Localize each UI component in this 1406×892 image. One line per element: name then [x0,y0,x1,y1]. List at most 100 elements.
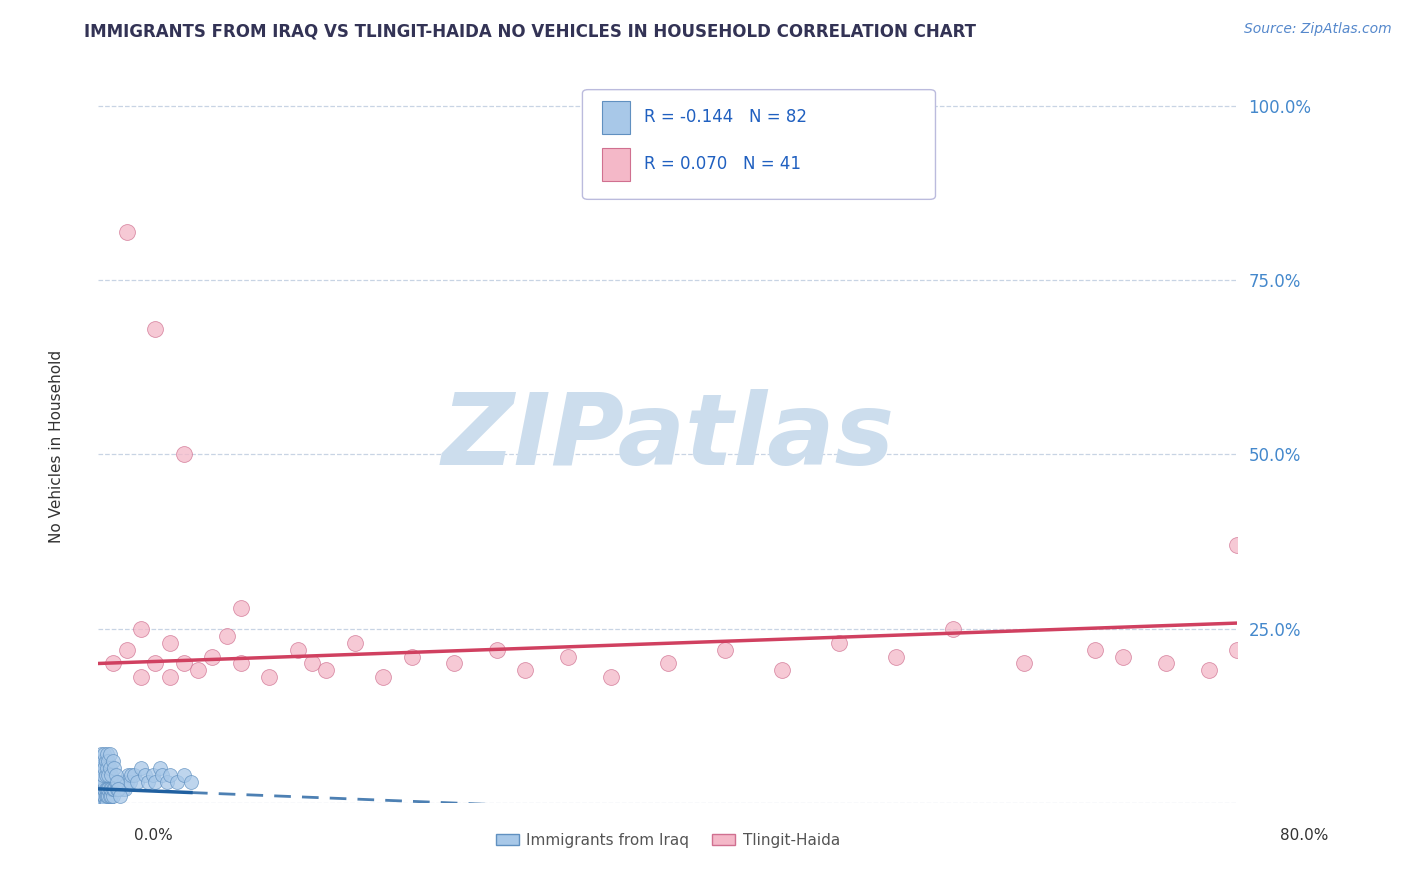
Point [90,781,112,796]
Text: 0.0%: 0.0% [134,828,173,843]
Point [105,781,128,796]
Point [1226,642,1249,657]
Point [110,775,132,789]
Text: No Vehicles in Household: No Vehicles in Household [49,350,63,542]
Point [89,789,111,803]
Point [90,789,112,803]
Point [100,768,122,782]
Point [96,796,118,810]
Point [136,775,159,789]
Point [105,775,128,789]
Point [90,775,112,789]
Point [315,664,337,678]
Point [115,225,138,239]
Legend: Immigrants from Iraq, Tlingit-Haida: Immigrants from Iraq, Tlingit-Haida [489,827,846,854]
Text: ZIPatlas: ZIPatlas [441,389,894,485]
Text: R = 0.070   N = 41: R = 0.070 N = 41 [644,155,801,173]
FancyBboxPatch shape [602,101,630,134]
Point [100,781,122,796]
Point [103,781,125,796]
Point [93,796,115,810]
Point [98,781,121,796]
Point [93,789,115,803]
Point [287,642,309,657]
Point [149,761,172,775]
Point [108,781,131,796]
Text: Source: ZipAtlas.com: Source: ZipAtlas.com [1244,22,1392,37]
Point [94,796,117,810]
Point [125,775,148,789]
Point [166,775,188,789]
Point [89,796,111,810]
Point [114,781,136,796]
Point [259,670,281,684]
Point [90,761,112,775]
Point [108,789,131,803]
Point [93,761,115,775]
Point [215,629,238,643]
Point [187,664,209,678]
FancyBboxPatch shape [582,90,935,200]
Point [91,775,114,789]
Point [343,635,366,649]
Point [118,775,141,789]
Point [201,649,224,664]
Point [486,642,509,657]
Point [1226,538,1249,552]
Point [89,754,111,768]
Point [104,768,127,782]
Point [90,747,112,761]
Point [90,796,112,810]
Point [97,789,120,803]
Point [96,747,118,761]
Point [112,775,135,789]
Point [98,789,121,803]
Point [97,754,120,768]
Point [111,781,134,796]
Point [173,448,195,462]
Point [97,781,120,796]
Point [100,789,122,803]
Point [229,657,252,671]
Point [104,775,127,789]
Point [1084,642,1107,657]
Text: 80.0%: 80.0% [1281,828,1329,843]
Point [141,768,163,782]
Point [101,657,124,671]
Point [94,789,117,803]
Point [942,622,965,636]
Point [91,789,114,803]
Point [103,761,125,775]
Point [129,622,152,636]
Point [657,657,679,671]
Point [884,649,907,664]
Point [770,664,793,678]
Point [515,664,537,678]
Point [145,657,167,671]
Point [94,754,117,768]
Point [117,768,139,782]
Point [91,768,114,782]
Point [145,322,167,336]
Point [91,754,114,768]
Point [94,781,117,796]
Text: IMMIGRANTS FROM IRAQ VS TLINGIT-HAIDA NO VEHICLES IN HOUSEHOLD CORRELATION CHART: IMMIGRANTS FROM IRAQ VS TLINGIT-HAIDA NO… [84,22,976,40]
Point [120,768,142,782]
Point [828,635,851,649]
Point [91,781,114,796]
Point [373,670,395,684]
Point [97,768,120,782]
Point [90,761,112,775]
Point [173,657,195,671]
FancyBboxPatch shape [602,148,630,181]
Point [96,761,118,775]
Point [1198,664,1220,678]
Point [122,768,145,782]
Point [1012,657,1035,671]
Point [156,775,179,789]
Point [443,657,465,671]
Point [115,775,138,789]
Point [145,775,167,789]
Point [714,642,737,657]
Point [91,796,114,810]
